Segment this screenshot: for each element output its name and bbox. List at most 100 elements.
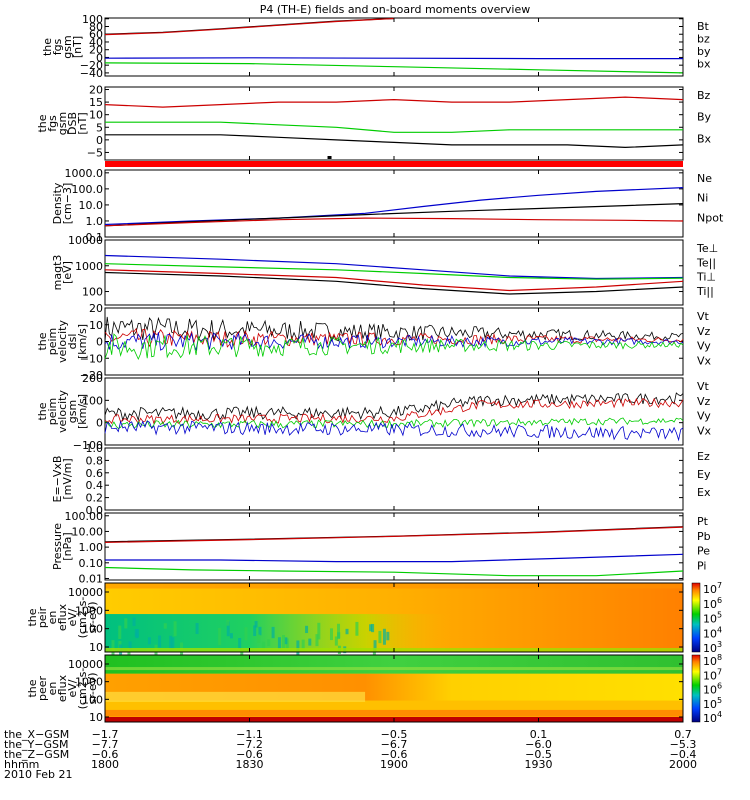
y-tick-label: 0: [96, 134, 103, 147]
y-tick-label: 1.0: [86, 215, 104, 228]
y-axis-label: peir: [36, 606, 49, 628]
y-axis-label: dsl: [66, 334, 79, 350]
x-tick-label: 0.7: [674, 728, 692, 741]
y-tick-label: 0: [96, 51, 103, 64]
y-axis-label: the: [36, 332, 49, 350]
colorbar-exponent: 7: [717, 581, 722, 590]
series-line-bx: [105, 134, 684, 149]
y-axis-label: velocity: [56, 320, 69, 363]
colorbar-exponent: 7: [717, 667, 722, 676]
y-tick-label: 20: [89, 302, 103, 315]
y-tick-label: 100: [82, 623, 103, 636]
y-axis-label: fgs: [51, 38, 64, 55]
y-tick-label: 1.0: [86, 442, 104, 455]
colorbar-exponent: 8: [717, 653, 722, 662]
y-tick-label: 100.0: [72, 183, 104, 196]
y-tick-label: 100: [82, 13, 103, 26]
legend-ti: Ti||: [696, 285, 714, 298]
series-line-vy: [104, 333, 684, 360]
y-axis-label: sr-eV): [86, 601, 99, 633]
y-axis-label: (cm2-s-: [76, 597, 89, 639]
panel-temperature: 10000 1000 100 magt3[eV] Te⊥Te|| Ti⊥Ti||: [51, 234, 718, 306]
x-tick-label: −0.6: [92, 748, 119, 761]
x-tick-label: 1930: [525, 758, 553, 771]
y-axis-label: the: [36, 114, 49, 132]
colorbar-tick-label: 106: [703, 596, 722, 611]
y-tick-label: 10: [89, 109, 103, 122]
y-tick-label: 15: [89, 96, 103, 109]
panel-electron-energy-spectrogram: 10810710610510410000100010010thepeerenef…: [26, 653, 722, 725]
x-tick-label: 2000: [669, 758, 697, 771]
y-axis-label: Pressure: [51, 523, 64, 570]
panel-frame: [104, 169, 684, 238]
colorbar-base: 10: [703, 684, 717, 697]
colorbar-tick-label: 105: [703, 696, 722, 711]
x-axis-row-label: the_Y−GSM: [4, 738, 69, 751]
colorbar-exponent: 4: [717, 710, 722, 719]
series-line-bz: [104, 17, 395, 36]
y-axis-label: the: [26, 608, 39, 626]
colorbar-tick-label: 104: [703, 710, 722, 725]
y-tick-label: 0.10: [79, 557, 104, 570]
y-axis-label: the: [41, 38, 54, 56]
series-line-pi: [105, 553, 684, 563]
y-tick-label: 10: [89, 711, 103, 724]
colorbar-exponent: 4: [717, 625, 722, 634]
y-tick-label: 60: [89, 28, 103, 41]
legend-bz: Bz: [697, 89, 711, 102]
colorbar-exponent: 5: [717, 696, 722, 705]
colorbar-base: 10: [703, 627, 717, 640]
y-tick-label: 0.2: [86, 492, 104, 505]
y-tick-label: −5: [87, 146, 103, 159]
y-axis-label: en: [46, 611, 59, 625]
colorbar-tick-label: 107: [703, 581, 722, 596]
colorbar-tick-label: 106: [703, 682, 722, 697]
y-axis-label: eflux: [56, 603, 69, 631]
x-tick-label: −1.7: [92, 728, 119, 741]
series-line-ne: [104, 217, 684, 227]
series-line-vt: [104, 392, 684, 422]
legend-vt: Vt: [697, 310, 710, 323]
y-tick-label: 1000: [75, 676, 103, 689]
colorbar-exponent: 5: [717, 611, 722, 620]
y-axis-label: eV/: [66, 608, 79, 626]
y-axis-label: gsm: [61, 35, 74, 58]
y-tick-label: −10: [80, 352, 103, 365]
y-axis-label: peer: [36, 676, 49, 702]
y-tick-label: 1.00: [79, 541, 104, 554]
legend-pt: Pt: [697, 515, 709, 528]
y-tick-label: 100: [82, 286, 103, 299]
status-marker: [327, 156, 332, 159]
x-tick-label: −6.0: [525, 738, 552, 751]
y-tick-label: 10: [89, 641, 103, 654]
x-tick-label: −0.4: [670, 748, 697, 761]
legend-vx: Vx: [697, 424, 712, 437]
x-axis-row-label: the_Z−GSM: [4, 748, 69, 761]
y-tick-label: 10.0: [79, 199, 104, 212]
y-tick-label: 0: [96, 336, 103, 349]
legend-ex: Ex: [697, 486, 711, 499]
y-tick-label: 10000: [68, 234, 103, 247]
series-line-pe: [104, 566, 684, 577]
y-axis-label: (cm2-s-: [76, 668, 89, 710]
colorbar-tick-label: 104: [703, 625, 722, 640]
y-tick-label: 0.0: [86, 504, 104, 517]
series-line-vt: [104, 316, 684, 342]
spectrogram-electron-energy-spectrogram: [105, 655, 683, 722]
y-tick-label: 100: [82, 693, 103, 706]
legend-pi: Pi: [697, 559, 706, 572]
y-axis-label: [nPa]: [61, 532, 74, 560]
series-line-vy: [105, 417, 684, 429]
y-tick-label: 5: [96, 121, 103, 134]
legend-pb: Pb: [697, 530, 711, 543]
panel-frame: [104, 447, 684, 511]
y-tick-label: −40: [80, 67, 103, 80]
y-axis-label: Density: [51, 182, 64, 224]
y-axis-label: [eV]: [61, 261, 74, 284]
y-tick-label: 10000: [68, 658, 103, 671]
y-axis-label: [cm−3]: [61, 183, 74, 225]
